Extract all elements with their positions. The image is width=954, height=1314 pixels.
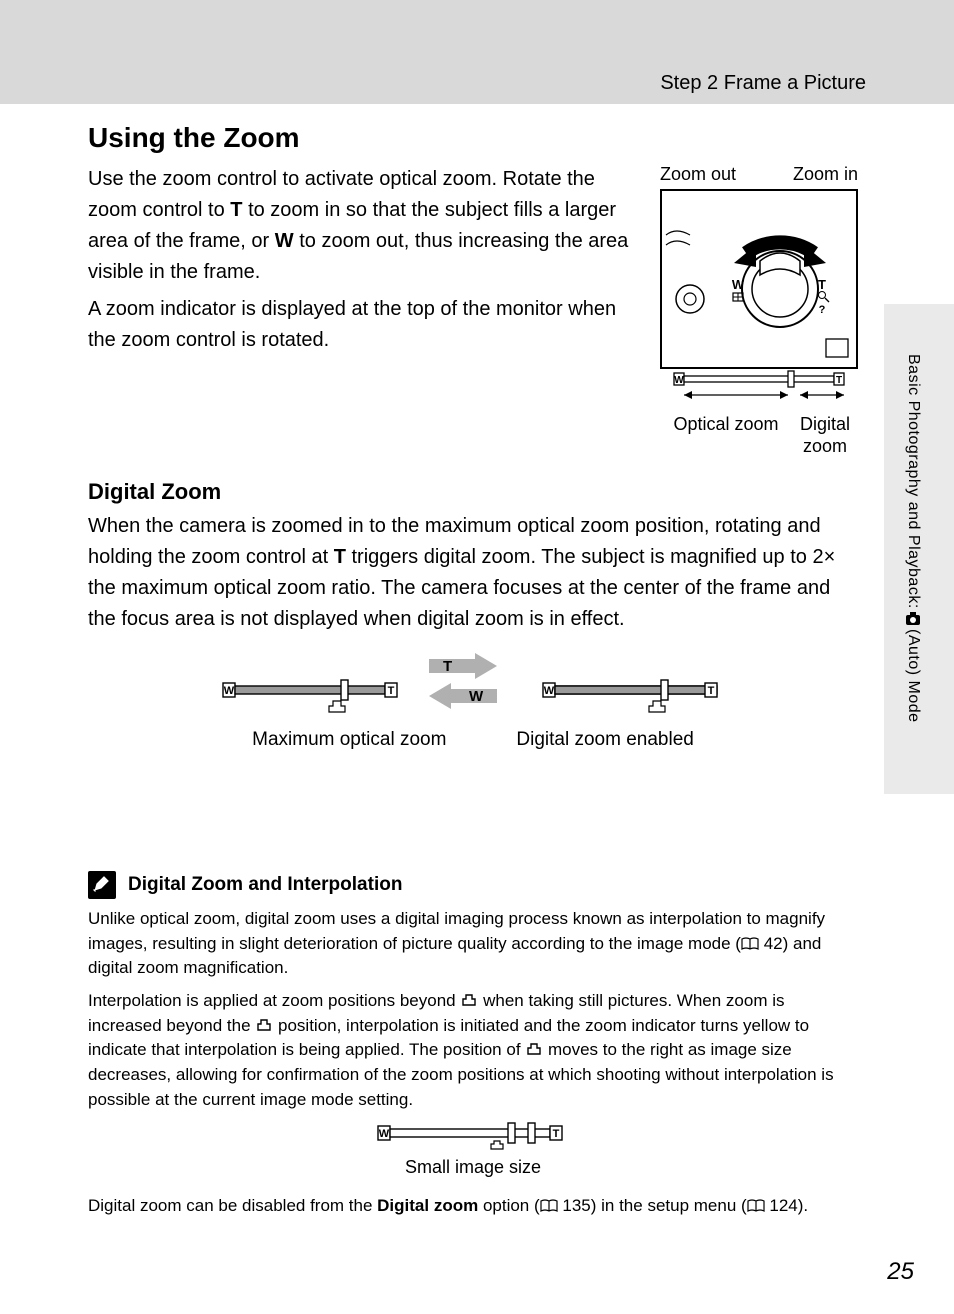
marker-icon-3: [525, 1043, 543, 1057]
side-chapter-text: Basic Photography and Playback: (Auto) M…: [904, 354, 922, 722]
book-icon: [741, 937, 759, 951]
page-number: 25: [887, 1258, 914, 1286]
page-title: Using the Zoom: [88, 122, 858, 154]
w-glyph: W: [275, 230, 294, 252]
note-title: Digital Zoom and Interpolation: [88, 871, 858, 899]
svg-text:W: W: [544, 685, 555, 697]
svg-text:W: W: [732, 277, 745, 292]
digital-zoom-label: Digital zoom: [792, 414, 858, 457]
zoom-bars-diagram: W T T W: [193, 653, 753, 725]
svg-text:T: T: [836, 375, 842, 386]
zoom-in-label: Zoom in: [793, 164, 858, 185]
svg-text:W: W: [224, 685, 235, 697]
small-image-label: Small image size: [405, 1154, 541, 1180]
intro-row: Use the zoom control to activate optical…: [88, 164, 858, 457]
digital-enabled-label: Digital zoom enabled: [516, 729, 693, 751]
nfbold: Digital zoom: [377, 1196, 478, 1215]
max-optical-label: Maximum optical zoom: [252, 729, 446, 751]
note-footer: Digital zoom can be disabled from the Di…: [88, 1194, 858, 1219]
svg-text:W: W: [469, 688, 484, 705]
book-icon-2: [540, 1199, 558, 1213]
side-text-b: (Auto) Mode: [904, 629, 922, 723]
book-icon-3: [747, 1199, 765, 1213]
nfb: option (: [478, 1196, 539, 1215]
pencil-icon: [88, 871, 116, 899]
step-header: Step 2 Frame a Picture: [660, 72, 866, 95]
svg-text:?: ?: [819, 304, 826, 316]
range-labels: Optical zoom Digital zoom: [660, 414, 858, 457]
t-glyph: T: [230, 199, 242, 221]
mid-diagram-labels: Maximum optical zoom Digital zoom enable…: [88, 729, 858, 751]
side-text-a: Basic Photography and Playback:: [904, 354, 922, 609]
np1a: Unlike optical zoom, digital zoom uses a…: [88, 909, 825, 953]
np2a: Interpolation is applied at zoom positio…: [88, 991, 460, 1010]
svg-text:T: T: [553, 1128, 560, 1140]
note-p1: Unlike optical zoom, digital zoom uses a…: [88, 907, 858, 981]
nfc: 135) in the setup menu (: [558, 1196, 747, 1215]
svg-text:W: W: [674, 375, 684, 386]
zoom-out-label: Zoom out: [660, 164, 736, 185]
digital-zoom-heading: Digital Zoom: [88, 479, 858, 505]
small-zoom-bar: W T: [368, 1120, 578, 1150]
digital-zoom-paragraph: When the camera is zoomed in to the maxi…: [88, 511, 858, 635]
camera-icon: [905, 611, 921, 627]
marker-icon: [460, 994, 478, 1008]
content: Using the Zoom Use the zoom control to a…: [88, 122, 858, 1227]
t-glyph-2: T: [334, 546, 346, 568]
marker-icon-2: [255, 1019, 273, 1033]
mid-diagram: W T T W: [88, 653, 858, 725]
intro-text: Use the zoom control to activate optical…: [88, 164, 640, 457]
svg-text:T: T: [443, 658, 452, 675]
zoom-range-bar: W T: [660, 369, 858, 403]
note-p2: Interpolation is applied at zoom positio…: [88, 989, 858, 1112]
intro-p2: A zoom indicator is displayed at the top…: [88, 294, 640, 356]
page: Step 2 Frame a Picture Basic Photography…: [0, 0, 954, 1314]
note-box: Digital Zoom and Interpolation Unlike op…: [88, 871, 858, 1219]
zoom-labels: Zoom out Zoom in: [660, 164, 858, 185]
nfa: Digital zoom can be disabled from the: [88, 1196, 377, 1215]
small-image-diagram: W T Small image size: [88, 1120, 858, 1180]
zoom-figure: Zoom out Zoom in W: [660, 164, 858, 457]
optical-zoom-label: Optical zoom: [660, 414, 792, 457]
intro-p1: Use the zoom control to activate optical…: [88, 164, 640, 288]
nfd: 124).: [765, 1196, 808, 1215]
svg-text:T: T: [708, 685, 715, 697]
note-title-text: Digital Zoom and Interpolation: [128, 871, 402, 899]
svg-text:W: W: [379, 1128, 390, 1140]
svg-text:T: T: [818, 277, 826, 292]
svg-text:T: T: [388, 685, 395, 697]
camera-diagram: W T ?: [660, 189, 858, 369]
